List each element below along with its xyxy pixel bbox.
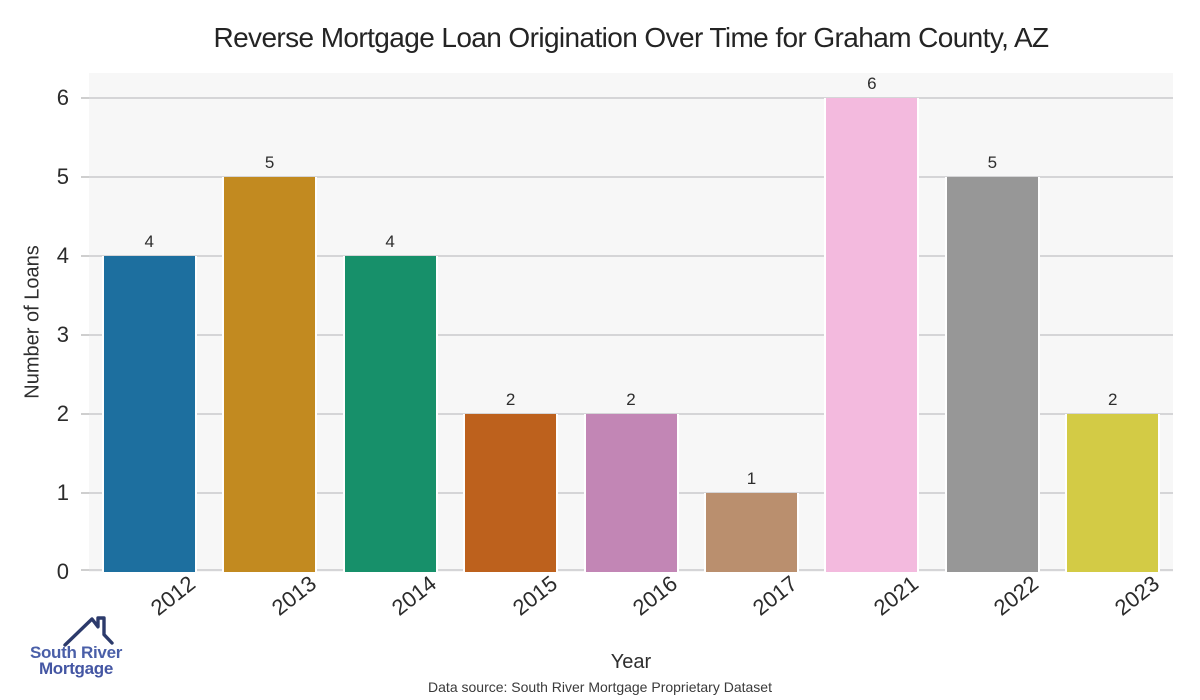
bar (824, 97, 920, 572)
bar (463, 413, 559, 572)
logo-text-line1: South River (29, 643, 123, 662)
bar (222, 176, 318, 572)
y-tick-mark (81, 412, 89, 415)
bar-value-label: 1 (746, 468, 757, 488)
gridline (89, 96, 1173, 99)
bar (944, 176, 1040, 572)
bar-value-label: 6 (867, 73, 877, 93)
y-tick-label: 1 (56, 479, 69, 505)
bar (101, 255, 197, 572)
bar-value-label: 4 (144, 231, 154, 251)
gridline (89, 333, 1173, 336)
bar (703, 492, 799, 572)
bar-value-label: 5 (987, 152, 998, 172)
bar-value-label: 2 (626, 389, 636, 409)
y-tick-mark (81, 254, 89, 257)
y-tick-label: 5 (56, 163, 69, 189)
y-axis-label: Number of Loans (21, 245, 44, 399)
data-source-caption: Data source: South River Mortgage Propri… (428, 679, 772, 695)
logo-text-line2: Mortgage (38, 659, 114, 678)
y-tick-label: 6 (56, 84, 69, 110)
bar-value-label: 2 (505, 389, 516, 409)
gridline (89, 175, 1173, 178)
y-tick-label: 3 (56, 321, 69, 347)
bar (1065, 413, 1161, 572)
x-axis-label: Year (610, 651, 652, 673)
bar-value-label: 5 (264, 152, 275, 172)
y-tick-label: 0 (56, 559, 69, 584)
chart-title: Reverse Mortgage Loan Origination Over T… (213, 22, 1049, 53)
bar (342, 255, 438, 572)
bar-value-label: 2 (1108, 389, 1118, 409)
plot-area: 0 1 2 3 4 5 6 4 2012 5 2013 4 2014 2 2015 2 2016 1 2017 6 20… (57, 73, 1173, 620)
y-tick-mark (81, 175, 89, 178)
y-tick-mark (81, 333, 89, 336)
y-tick-mark (81, 96, 89, 99)
y-tick-label: 4 (56, 242, 69, 268)
y-tick-label: 2 (56, 400, 69, 426)
logo: South River Mortgage (14, 608, 138, 688)
house-roof-icon (63, 616, 114, 647)
y-tick-mark (81, 491, 89, 494)
bar (583, 413, 679, 572)
y-tick-mark (81, 569, 89, 571)
gridline (89, 254, 1173, 257)
bar-value-label: 4 (385, 231, 395, 251)
